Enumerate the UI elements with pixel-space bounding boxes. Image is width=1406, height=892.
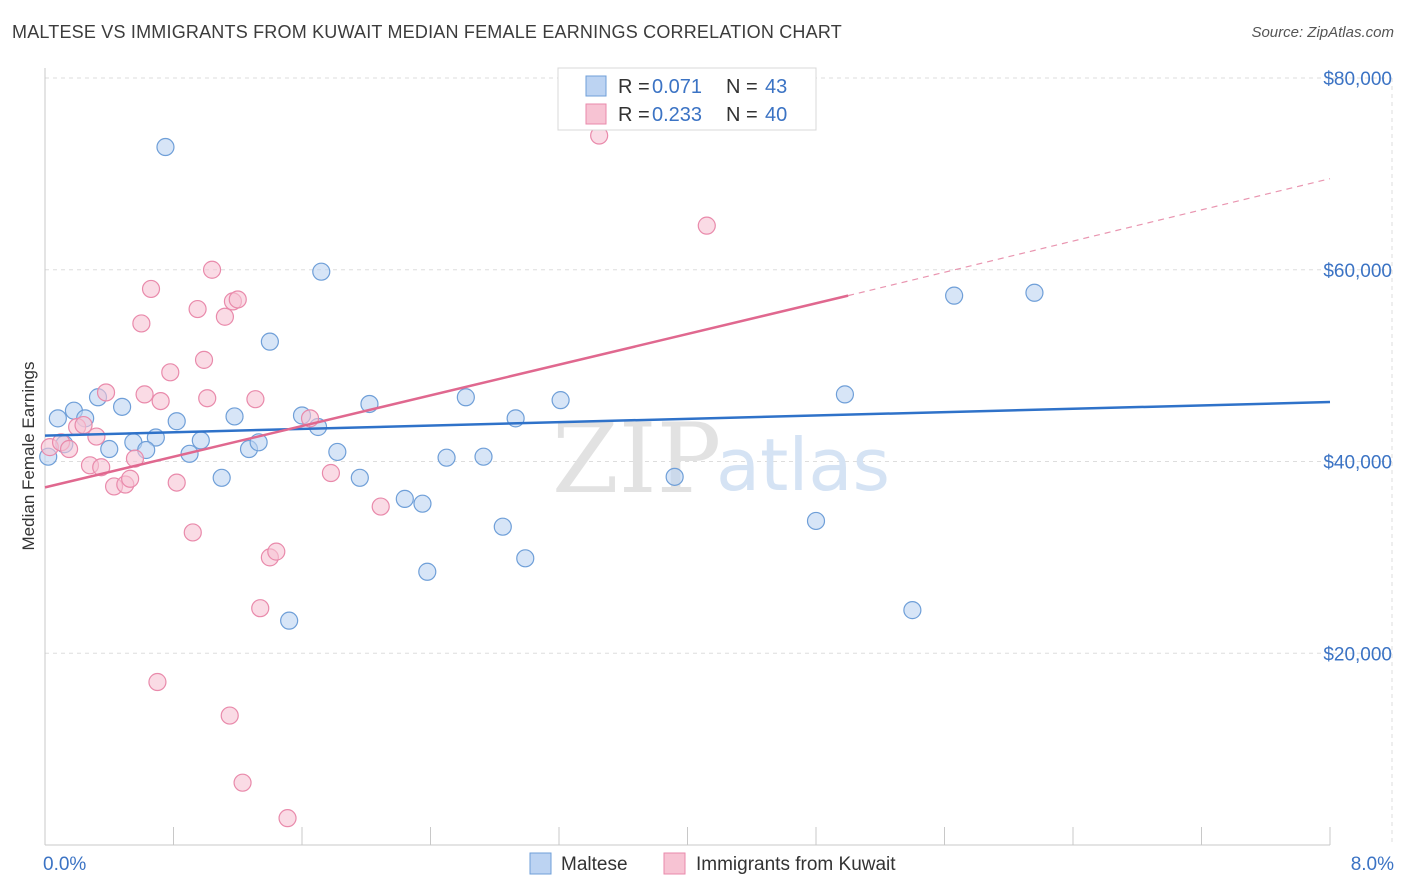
legend-r-label-maltese: R = bbox=[618, 76, 650, 98]
maltese-point-36 bbox=[806, 511, 826, 531]
watermark-atlas: atlas bbox=[716, 423, 890, 507]
kuwait-point-7 bbox=[92, 458, 111, 477]
maltese-point-5 bbox=[100, 439, 119, 459]
kuwait-point-29 bbox=[246, 390, 265, 409]
maltese-point-1 bbox=[48, 409, 67, 428]
legend-r-value-maltese: 0.071 bbox=[652, 76, 702, 98]
maltese-point-28 bbox=[437, 448, 456, 467]
kuwait-point-28 bbox=[233, 773, 252, 792]
maltese-point-17 bbox=[260, 332, 279, 351]
y-tick-label-1: $40,000 bbox=[1323, 453, 1392, 474]
maltese-point-9 bbox=[156, 137, 175, 157]
kuwait-trend-line bbox=[44, 294, 849, 489]
maltese-point-34 bbox=[551, 391, 570, 410]
kuwait-point-39 bbox=[141, 279, 161, 299]
maltese-point-33 bbox=[516, 549, 535, 568]
x-tick-label-max: 8.0% bbox=[1351, 854, 1394, 875]
maltese-point-37 bbox=[835, 385, 855, 404]
maltese-point-21 bbox=[312, 262, 331, 281]
maltese-point-12 bbox=[191, 431, 210, 450]
kuwait-point-19 bbox=[183, 523, 202, 542]
maltese-point-39 bbox=[945, 286, 964, 305]
kuwait-point-24 bbox=[215, 307, 234, 326]
kuwait-point-15 bbox=[148, 672, 167, 692]
kuwait-point-22 bbox=[198, 389, 217, 408]
y-tick-label-2: $60,000 bbox=[1323, 261, 1392, 282]
maltese-point-10 bbox=[167, 412, 186, 431]
kuwait-point-38 bbox=[697, 216, 716, 235]
y-tick-label-3: $80,000 bbox=[1323, 69, 1392, 90]
maltese-point-27 bbox=[418, 562, 437, 581]
maltese-point-40 bbox=[1025, 283, 1044, 302]
kuwait-point-2 bbox=[59, 439, 79, 459]
kuwait-point-30 bbox=[251, 599, 270, 618]
kuwait-point-14 bbox=[135, 385, 154, 404]
y-axis-label: Median Female Earnings bbox=[19, 362, 38, 551]
kuwait-trend-extension bbox=[847, 178, 1331, 297]
maltese-point-14 bbox=[225, 407, 244, 426]
legend-swatch-maltese bbox=[585, 75, 607, 97]
maltese-point-38 bbox=[903, 601, 922, 620]
series-legend-swatch-maltese bbox=[529, 852, 552, 875]
kuwait-point-17 bbox=[161, 363, 180, 382]
kuwait-point-32 bbox=[267, 542, 286, 561]
maltese-point-22 bbox=[328, 442, 347, 462]
series-legend-swatch-kuwait bbox=[663, 852, 686, 875]
kuwait-point-21 bbox=[194, 350, 214, 369]
legend-n-label-maltese: N = bbox=[726, 76, 758, 98]
source-label: Source: ZipAtlas.com bbox=[1251, 24, 1394, 41]
maltese-point-31 bbox=[493, 517, 512, 536]
series-legend: Maltese Immigrants from Kuwait bbox=[529, 852, 896, 875]
maltese-point-6 bbox=[112, 397, 132, 416]
legend-r-value-kuwait: 0.233 bbox=[652, 104, 702, 126]
maltese-point-25 bbox=[395, 489, 414, 508]
maltese-point-35 bbox=[665, 467, 684, 486]
series-legend-label-maltese: Maltese bbox=[561, 854, 628, 875]
kuwait-point-25 bbox=[220, 706, 239, 725]
legend-n-value-kuwait: 40 bbox=[765, 104, 787, 126]
kuwait-point-36 bbox=[371, 497, 390, 516]
kuwait-point-16 bbox=[151, 391, 170, 411]
y-tick-label-0: $20,000 bbox=[1323, 644, 1392, 665]
x-tick-label-min: 0.0% bbox=[43, 854, 86, 875]
stats-legend: R = 0.071 N = 43 R = 0.233 N = 40 bbox=[557, 67, 817, 131]
chart-title: MALTESE VS IMMIGRANTS FROM KUWAIT MEDIAN… bbox=[12, 22, 842, 42]
maltese-trend-line bbox=[44, 400, 1331, 437]
maltese-point-18 bbox=[280, 611, 299, 630]
kuwait-point-8 bbox=[96, 383, 116, 402]
maltese-point-26 bbox=[413, 494, 432, 513]
y-tick-labels: $20,000 $40,000 $60,000 $80,000 bbox=[1323, 69, 1392, 665]
kuwait-point-18 bbox=[167, 473, 186, 492]
kuwait-point-35 bbox=[321, 463, 341, 483]
kuwait-point-27 bbox=[228, 290, 247, 309]
legend-r-label-kuwait: R = bbox=[618, 104, 650, 126]
kuwait-point-20 bbox=[188, 299, 207, 319]
legend-n-label-kuwait: N = bbox=[726, 104, 758, 126]
trend-lines bbox=[44, 178, 1331, 489]
data-points bbox=[39, 126, 1044, 828]
kuwait-point-33 bbox=[278, 809, 297, 828]
kuwait-point-11 bbox=[121, 469, 140, 488]
maltese-point-30 bbox=[474, 447, 493, 466]
kuwait-point-23 bbox=[202, 260, 222, 279]
series-legend-label-kuwait: Immigrants from Kuwait bbox=[696, 854, 896, 875]
maltese-point-23 bbox=[350, 468, 369, 487]
kuwait-point-13 bbox=[132, 314, 151, 333]
maltese-point-13 bbox=[212, 468, 231, 487]
maltese-point-29 bbox=[456, 388, 475, 407]
legend-swatch-kuwait bbox=[585, 103, 607, 125]
kuwait-point-6 bbox=[87, 427, 106, 446]
legend-n-value-maltese: 43 bbox=[765, 76, 787, 98]
